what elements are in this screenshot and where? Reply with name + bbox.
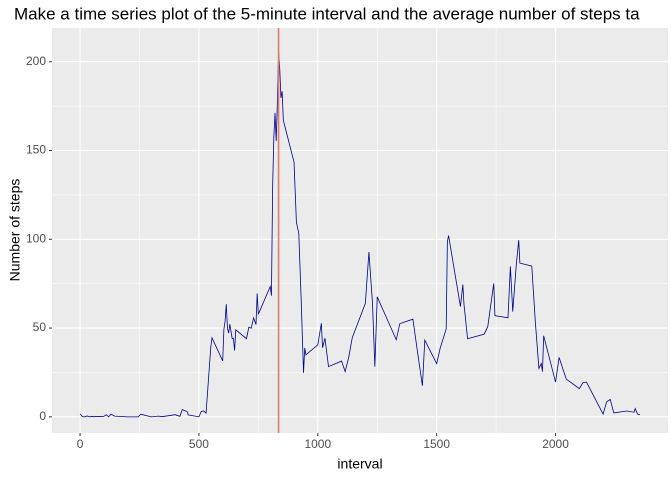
- x-tick-label: 500: [189, 437, 209, 451]
- y-tick-label: 100: [26, 231, 46, 245]
- x-tick-label: 1000: [304, 437, 331, 451]
- x-axis-label: interval: [337, 456, 382, 472]
- y-tick-label: 50: [33, 320, 47, 334]
- y-tick-label: 150: [26, 143, 46, 157]
- chart-title: Make a time series plot of the 5-minute …: [14, 4, 640, 23]
- x-tick-label: 2000: [542, 437, 569, 451]
- y-tick-label: 200: [26, 54, 46, 68]
- x-tick-label: 1500: [423, 437, 450, 451]
- x-tick-label: 0: [77, 437, 84, 451]
- y-axis-label: Number of steps: [7, 179, 23, 282]
- plot-panel: [52, 28, 668, 433]
- y-tick-label: 0: [39, 409, 46, 423]
- data-line: [79, 50, 641, 418]
